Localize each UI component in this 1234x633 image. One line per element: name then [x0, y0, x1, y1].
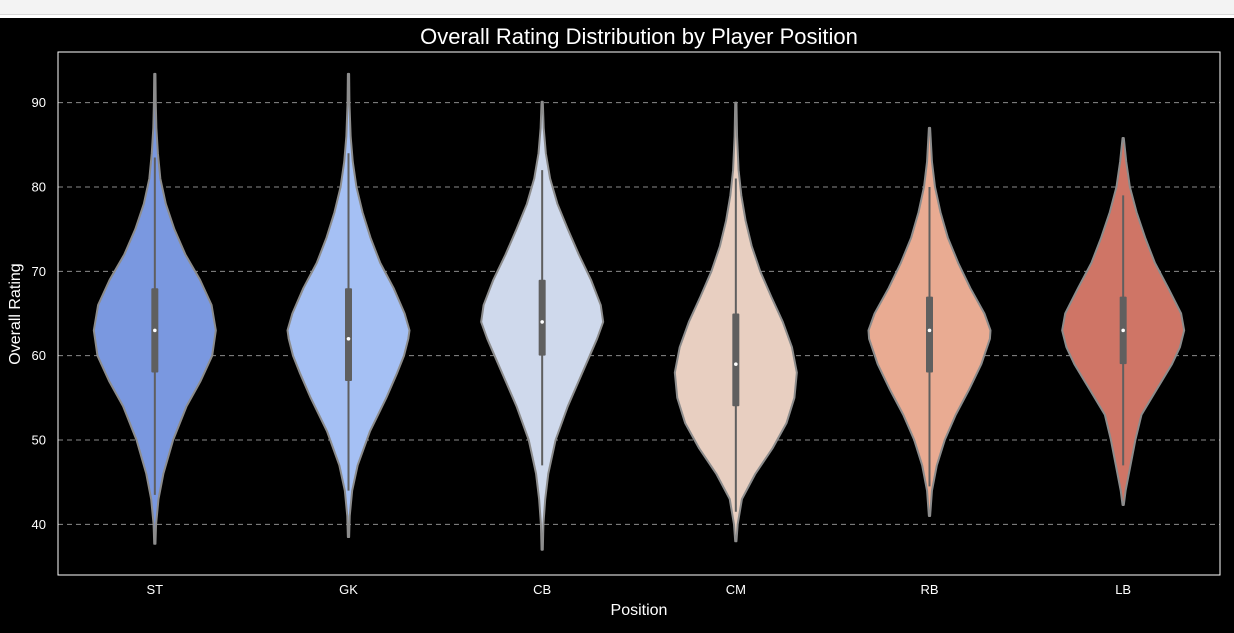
gridlines	[58, 102, 1220, 525]
iqr-box-CB	[538, 279, 546, 356]
y-axis-label: Overall Rating	[7, 263, 24, 364]
median-dot-RB	[927, 328, 932, 333]
chart-title: Overall Rating Distribution by Player Po…	[420, 24, 858, 49]
iqr-box-GK	[345, 288, 352, 381]
violins	[92, 72, 1186, 551]
x-axis-label: Position	[611, 602, 668, 619]
window-top-strip	[0, 0, 1234, 15]
axes-frame	[57, 51, 1221, 576]
x-tick-CB: CB	[533, 582, 551, 597]
chart-figure: 40 50 60 70 80 90 ST GK CB CM RB LB Overall Rating…	[0, 18, 1234, 633]
median-dot-LB	[1121, 328, 1125, 333]
x-tick-GK: GK	[339, 582, 358, 597]
x-tick-RB: RB	[920, 582, 938, 597]
x-tick-ST: ST	[147, 582, 164, 597]
y-tick-40: 40	[32, 517, 46, 532]
y-tick-90: 90	[32, 95, 46, 110]
x-tick-labels: ST GK CB CM RB LB	[147, 582, 1132, 597]
y-tick-labels: 40 50 60 70 80 90	[32, 95, 46, 532]
y-tick-80: 80	[32, 179, 46, 194]
x-tick-LB: LB	[1115, 582, 1131, 597]
median-dot-GK	[346, 337, 351, 341]
violin-chart: 40 50 60 70 80 90 ST GK CB CM RB LB Overall Rating…	[7, 24, 1221, 619]
y-tick-60: 60	[32, 348, 46, 363]
iqr-box-CM	[732, 313, 740, 407]
median-dot-CB	[540, 320, 544, 324]
y-tick-70: 70	[32, 264, 46, 279]
median-dot-ST	[153, 328, 157, 333]
x-tick-CM: CM	[726, 582, 746, 597]
iqr-box-RB	[926, 296, 933, 373]
plot-background	[58, 52, 1220, 575]
median-dot-CM	[734, 362, 738, 366]
y-tick-50: 50	[32, 433, 46, 448]
